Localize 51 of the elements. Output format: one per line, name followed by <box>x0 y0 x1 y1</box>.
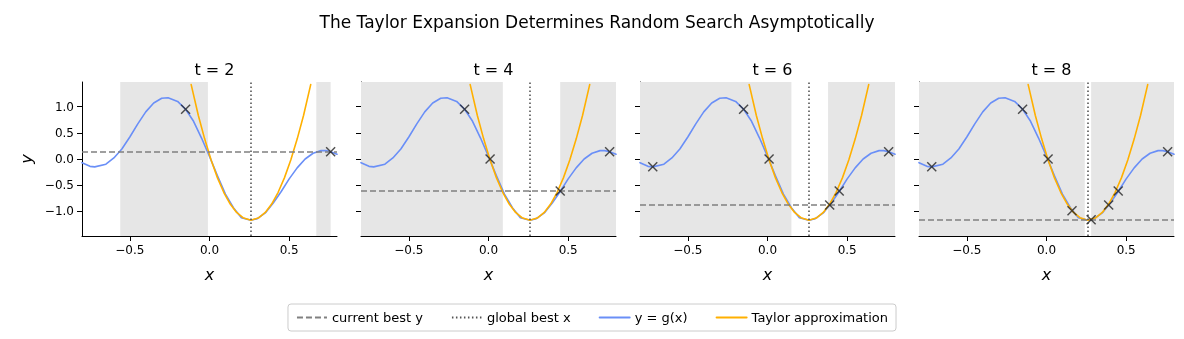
point <box>1017 104 1028 115</box>
x-tick-label: −0.5 <box>394 243 424 257</box>
x-tick-label: 0.0 <box>478 243 499 257</box>
y-tick-label: 0.0 <box>54 152 74 166</box>
x-tick-label: 0.0 <box>1036 243 1057 257</box>
chart-title: t = 2 <box>194 59 235 79</box>
point <box>604 146 615 157</box>
point <box>485 154 496 164</box>
x-tick-label: 0.5 <box>837 243 857 257</box>
point <box>1086 214 1097 225</box>
chart-title: t = 6 <box>752 59 793 79</box>
x-tick-label: −0.5 <box>115 243 145 257</box>
x-tick-label: 0.5 <box>1116 243 1136 257</box>
x-tick-label: 0.0 <box>757 243 778 257</box>
point <box>883 146 894 157</box>
x-tick-label: −0.5 <box>673 243 703 257</box>
x-axis-title: x <box>761 264 773 284</box>
point <box>1067 205 1077 216</box>
point <box>824 200 835 211</box>
y-tick-label: −1.0 <box>44 204 74 219</box>
chart-title: t = 4 <box>473 59 514 79</box>
y-tick-label: 0.5 <box>54 125 74 140</box>
x-axis-title: x <box>1040 264 1052 284</box>
point <box>1103 200 1114 211</box>
y-tick-label: −0.5 <box>44 178 74 193</box>
x-tick-label: 0.0 <box>199 243 220 257</box>
legend-label: y = g(x) <box>634 310 688 325</box>
y-tick-label: 1.0 <box>54 99 74 114</box>
text: The Taylor Expansion Determines Random Search Asymptotically <box>318 11 875 32</box>
point <box>834 185 845 196</box>
point <box>555 185 566 196</box>
point <box>647 161 658 172</box>
point <box>1043 154 1054 164</box>
y-axis-title: y <box>16 153 36 165</box>
legend-label: current best y <box>331 310 424 325</box>
line-series <box>81 96 338 222</box>
legend-label: global best x <box>486 310 571 325</box>
point <box>926 161 937 172</box>
chart-title: t = 8 <box>1031 59 1072 79</box>
x-tick-label: −0.5 <box>952 243 982 257</box>
point <box>764 154 775 164</box>
point <box>738 104 749 115</box>
point <box>459 104 470 115</box>
line-series <box>190 83 312 222</box>
point <box>1113 185 1124 196</box>
x-axis-title: x <box>482 264 494 284</box>
x-tick-label: 0.5 <box>279 243 299 257</box>
legend-label: Taylor approximation <box>750 310 889 325</box>
x-axis-title: x <box>203 264 215 284</box>
point <box>1162 146 1173 157</box>
x-tick-label: 0.5 <box>558 243 578 257</box>
